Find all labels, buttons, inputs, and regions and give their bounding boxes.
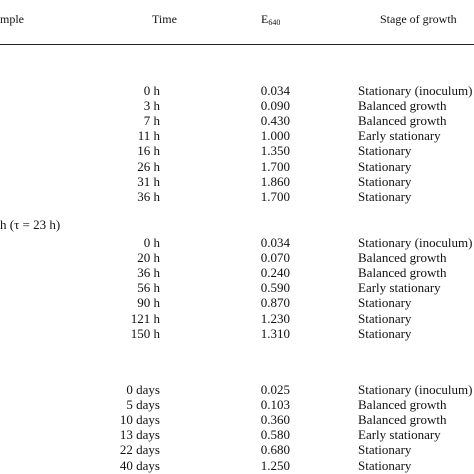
cell-time: 90 h [137,295,160,310]
cell-time: 0 h [143,83,160,98]
cell-e640: 1.350 [260,143,290,158]
cell-time: 36 h [137,265,160,280]
cell-time: 13 days [119,427,160,442]
header-sample: mple [0,12,24,26]
cell-e640: 0.360 [260,412,290,427]
cell-time: 0 days [126,382,160,397]
cell-stage: Early stationary [358,427,441,442]
header-time: Time [152,12,177,26]
cell-e640: 0.580 [260,427,290,442]
header-e-main: E [261,12,269,26]
cell-stage: Early stationary [358,280,441,295]
cell-e640: 0.070 [260,250,290,265]
group-2-label: h (τ = 23 h) [0,217,61,232]
cell-stage: Early stationary [358,128,441,143]
cell-e640: 0.025 [260,382,290,397]
cell-e640: 0.034 [260,83,290,98]
cell-e640: 1.700 [260,159,290,174]
cell-e640: 0.240 [260,265,290,280]
cell-time: 7 h [143,113,160,128]
cell-e640: 1.250 [260,458,290,473]
cell-stage: Stationary (inoculum) [358,235,473,250]
cell-e640: 0.590 [260,280,290,295]
cell-e640: 1.310 [260,326,290,341]
cell-time: 11 h [137,128,160,143]
cell-e640: 1.230 [260,311,290,326]
header-stage: Stage of growth [380,12,457,26]
cell-time: 31 h [137,174,160,189]
cell-e640: 1.000 [260,128,290,143]
cell-stage: Stationary [358,326,412,341]
cell-time: 5 days [126,397,160,412]
cell-time: 121 h [130,311,160,326]
cell-e640: 1.860 [260,174,290,189]
header-rule [0,44,474,45]
cell-e640: 0.870 [260,295,290,310]
cell-time: 10 days [119,412,160,427]
cell-e640: 0.090 [260,98,290,113]
cell-time: 26 h [137,159,160,174]
cell-time: 40 days [119,458,160,473]
cell-time: 56 h [137,280,160,295]
cell-stage: Stationary (inoculum) [358,382,473,397]
cell-time: 3 h [143,98,160,113]
cell-time: 0 h [143,235,160,250]
cell-e640: 0.680 [260,442,290,457]
header-e640: E640 [261,12,280,30]
cell-time: 22 days [119,442,160,457]
cell-e640: 1.700 [260,189,290,204]
cell-time: 20 h [137,250,160,265]
cell-stage: Balanced growth [358,98,447,113]
cell-time: 16 h [137,143,160,158]
cell-stage: Balanced growth [358,250,447,265]
cell-stage: Stationary [358,458,412,473]
cell-stage: Stationary [358,295,412,310]
cell-stage: Balanced growth [358,397,447,412]
cell-stage: Stationary [358,311,412,326]
cell-stage: Stationary [358,159,412,174]
cell-time: 150 h [130,326,160,341]
cell-stage: Stationary [358,174,412,189]
cell-stage: Balanced growth [358,265,447,280]
cell-stage: Stationary [358,189,412,204]
cell-stage: Stationary [358,442,412,457]
cell-stage: Stationary [358,143,412,158]
cell-time: 36 h [137,189,160,204]
cell-e640: 0.034 [260,235,290,250]
cell-stage: Stationary (inoculum) [358,83,473,98]
cell-e640: 0.430 [260,113,290,128]
cell-stage: Balanced growth [358,113,447,128]
cell-e640: 0.103 [260,397,290,412]
header-e-subscript: 640 [268,18,281,27]
cell-stage: Balanced growth [358,412,447,427]
